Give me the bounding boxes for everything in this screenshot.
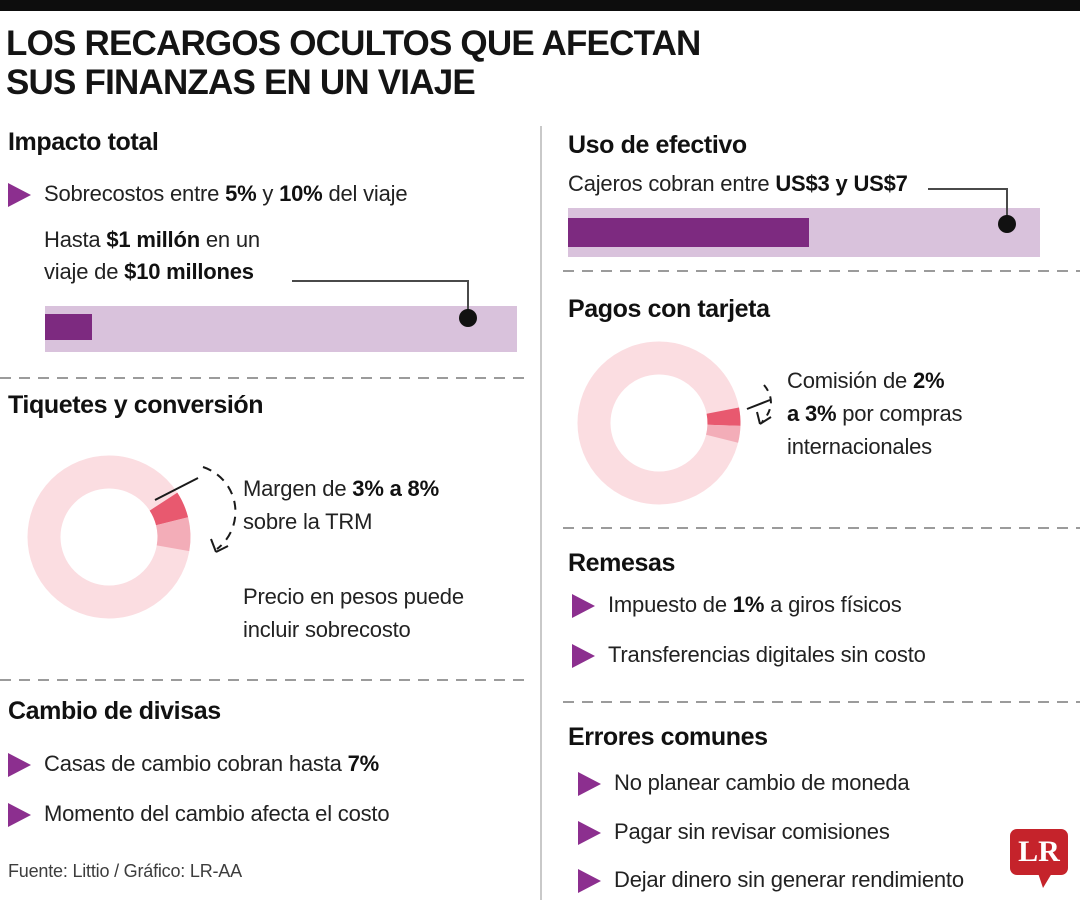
lr-logo: LR: [1010, 829, 1070, 889]
section-heading-errores: Errores comunes: [568, 723, 768, 751]
dashed-divider: [563, 270, 1080, 272]
tarjeta-donut-chart: [577, 341, 741, 505]
efectivo-bar-track: [568, 208, 1040, 257]
lr-logo-bubble: LR: [1010, 829, 1068, 875]
page-title: LOS RECARGOS OCULTOS QUE AFECTAN SUS FIN…: [6, 24, 701, 102]
page-title-line2: SUS FINANZAS EN UN VIAJE: [6, 63, 476, 102]
tarjeta-arrowhead-icon: [756, 411, 772, 425]
bullet-triangle-icon: [8, 803, 31, 827]
errores-bullet3-text: Dejar dinero sin generar rendimiento: [614, 867, 964, 892]
section-heading-impacto-total: Impacto total: [8, 128, 159, 156]
tiquetes-margen-line2: sobre la TRM: [243, 509, 373, 534]
tarjeta-text-line1: Comisión de 2%: [787, 368, 945, 393]
tarjeta-text-line2: a 3% por compras: [787, 401, 963, 426]
dashed-divider: [0, 377, 524, 379]
impacto-bar-fill: [45, 314, 93, 340]
lr-logo-tail: [1038, 873, 1052, 888]
impacto-bullet-text: Sobrecostos entre 5% y 10% del viaje: [44, 181, 408, 206]
efectivo-sub-text: Cajeros cobran entre US$3 y US$7: [568, 171, 908, 196]
bullet-triangle-icon: [8, 183, 31, 207]
tarjeta-range-arc: [761, 384, 772, 423]
impacto-bar-track: [45, 306, 517, 352]
bullet-triangle-icon: [578, 821, 601, 845]
bullet-triangle-icon: [8, 753, 31, 777]
dashed-divider: [563, 701, 1080, 703]
remesas-bullet1-text: Impuesto de 1% a giros físicos: [608, 592, 902, 617]
tiquetes-precio-line2: incluir sobrecosto: [243, 617, 411, 642]
page-title-line1: LOS RECARGOS OCULTOS QUE AFECTAN: [6, 24, 701, 63]
section-heading-tiquetes: Tiquetes y conversión: [8, 391, 264, 419]
column-divider: [540, 126, 542, 900]
bullet-triangle-icon: [578, 869, 601, 893]
top-accent-bar: [0, 0, 1080, 11]
section-heading-remesas: Remesas: [568, 549, 676, 577]
bullet-triangle-icon: [572, 644, 595, 668]
errores-bullet2-text: Pagar sin revisar comisiones: [614, 819, 890, 844]
impacto-note-line1: Hasta $1 millón en un: [44, 227, 260, 252]
dashed-divider: [0, 679, 524, 681]
section-heading-tarjeta: Pagos con tarjeta: [568, 295, 770, 323]
tarjeta-pointer-line: [746, 399, 771, 410]
tiquetes-margen-line1: Margen de 3% a 8%: [243, 476, 439, 501]
efectivo-bar-fill: [568, 218, 809, 247]
tiquetes-donut-chart: [27, 455, 191, 619]
bullet-triangle-icon: [578, 772, 601, 796]
tiquetes-arrowhead-icon: [210, 538, 229, 553]
dashed-divider: [563, 527, 1080, 529]
remesas-bullet2-text: Transferencias digitales sin costo: [608, 642, 926, 667]
tiquetes-precio-line1: Precio en pesos puede: [243, 584, 464, 609]
impacto-note-line2: viaje de $10 millones: [44, 259, 254, 284]
source-credit: Fuente: Littio / Gráfico: LR-AA: [8, 861, 242, 881]
cambio-bullet2-text: Momento del cambio afecta el costo: [44, 801, 390, 826]
errores-bullet1-text: No planear cambio de moneda: [614, 770, 910, 795]
cambio-bullet1-text: Casas de cambio cobran hasta 7%: [44, 751, 380, 776]
section-heading-cambio: Cambio de divisas: [8, 697, 221, 725]
bullet-triangle-icon: [572, 594, 595, 618]
tiquetes-range-arc: [202, 466, 237, 550]
section-heading-efectivo: Uso de efectivo: [568, 131, 747, 159]
tarjeta-text-line3: internacionales: [787, 434, 932, 459]
